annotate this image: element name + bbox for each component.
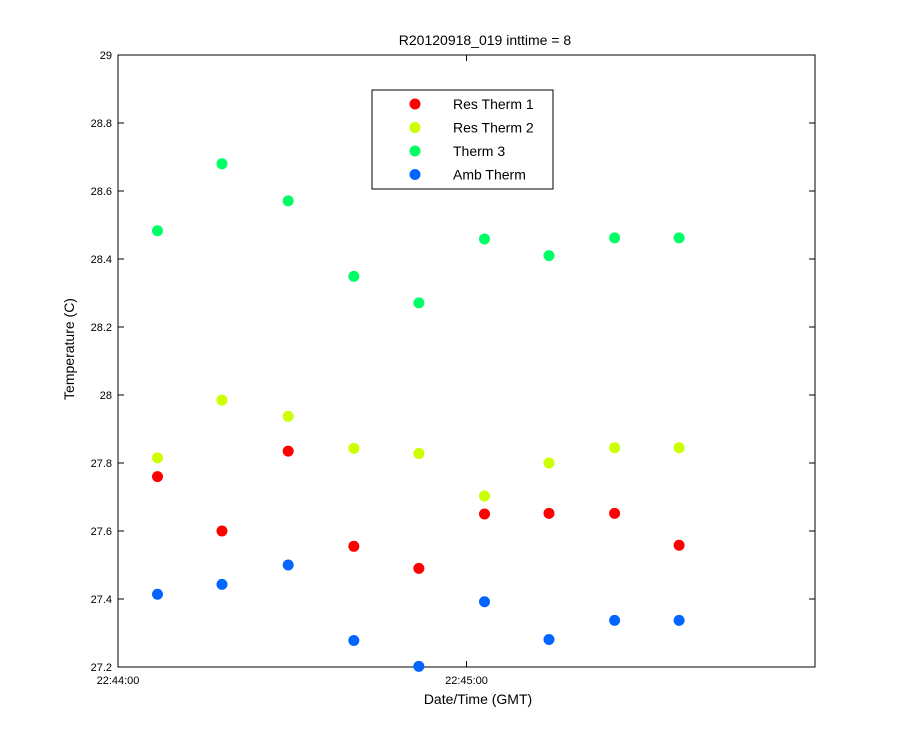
point-res-therm-2 <box>543 457 555 469</box>
point-res-therm-1 <box>413 562 425 574</box>
point-res-therm-2 <box>216 394 228 406</box>
legend-label-amb-therm: Amb Therm <box>453 167 526 183</box>
y-tick-label: 27.6 <box>91 526 112 538</box>
legend: Res Therm 1 Res Therm 2 Therm 3 Amb Therm <box>371 89 554 190</box>
point-res-therm-1 <box>348 540 360 552</box>
chart-title: R20120918_019 inttime = 8 <box>399 32 572 48</box>
y-tick-label: 28.4 <box>91 254 112 266</box>
point-res-therm-1 <box>673 539 685 551</box>
y-tick-label: 28.2 <box>91 322 112 334</box>
point-res-therm-2 <box>282 410 294 422</box>
y-tick-label: 29 <box>100 50 112 62</box>
point-amb-therm <box>348 634 360 646</box>
point-amb-therm <box>673 614 685 626</box>
point-res-therm-1 <box>479 508 491 520</box>
point-amb-therm <box>543 633 555 645</box>
point-therm-3 <box>216 158 228 170</box>
point-amb-therm <box>151 588 163 600</box>
x-axis-label: Date/Time (GMT) <box>424 691 532 707</box>
y-tick-label: 27.8 <box>91 458 112 470</box>
point-therm-3 <box>348 270 360 282</box>
point-res-therm-1 <box>543 507 555 519</box>
point-res-therm-2 <box>348 442 360 454</box>
point-therm-3 <box>609 232 621 244</box>
legend-marker-amb-therm <box>409 169 421 180</box>
legend-label-res-therm-2: Res Therm 2 <box>453 120 534 136</box>
point-res-therm-2 <box>673 442 685 454</box>
y-axis-label: Temperature (C) <box>61 298 77 400</box>
point-therm-3 <box>413 297 425 309</box>
legend-marker-res-therm-2 <box>409 122 421 133</box>
legend-box <box>371 89 554 190</box>
point-therm-3 <box>282 195 294 207</box>
x-tick-label: 22:44:00 <box>97 675 140 687</box>
y-axis: 27.2 27.4 27.6 27.8 28 28.2 28.4 28.6 28.8 29 <box>91 50 815 674</box>
point-res-therm-1 <box>216 525 228 537</box>
data-points <box>151 158 685 672</box>
y-tick-label: 28 <box>100 390 112 402</box>
legend-label-res-therm-1: Res Therm 1 <box>453 96 534 112</box>
point-res-therm-2 <box>413 447 425 459</box>
y-tick-label: 28.8 <box>91 118 112 130</box>
point-res-therm-1 <box>151 471 163 483</box>
point-res-therm-1 <box>609 507 621 519</box>
point-res-therm-2 <box>479 490 491 502</box>
point-res-therm-1 <box>282 445 294 457</box>
point-therm-3 <box>479 233 491 245</box>
y-tick-label: 28.6 <box>91 186 112 198</box>
x-axis: 22:44:00 22:45:00 <box>97 55 488 687</box>
x-tick-label: 22:45:00 <box>445 675 488 687</box>
point-amb-therm <box>479 596 491 608</box>
point-amb-therm <box>609 614 621 626</box>
legend-label-therm-3: Therm 3 <box>453 143 505 159</box>
legend-marker-res-therm-1 <box>409 98 421 110</box>
point-amb-therm <box>282 559 294 571</box>
point-amb-therm <box>216 578 228 590</box>
legend-marker-therm-3 <box>409 145 421 157</box>
point-therm-3 <box>151 225 163 237</box>
point-res-therm-2 <box>151 452 163 464</box>
y-tick-label: 27.4 <box>91 594 112 606</box>
point-therm-3 <box>543 250 555 262</box>
point-amb-therm <box>413 660 425 672</box>
y-tick-label: 27.2 <box>91 662 112 674</box>
point-therm-3 <box>673 232 685 244</box>
point-res-therm-2 <box>609 442 621 454</box>
